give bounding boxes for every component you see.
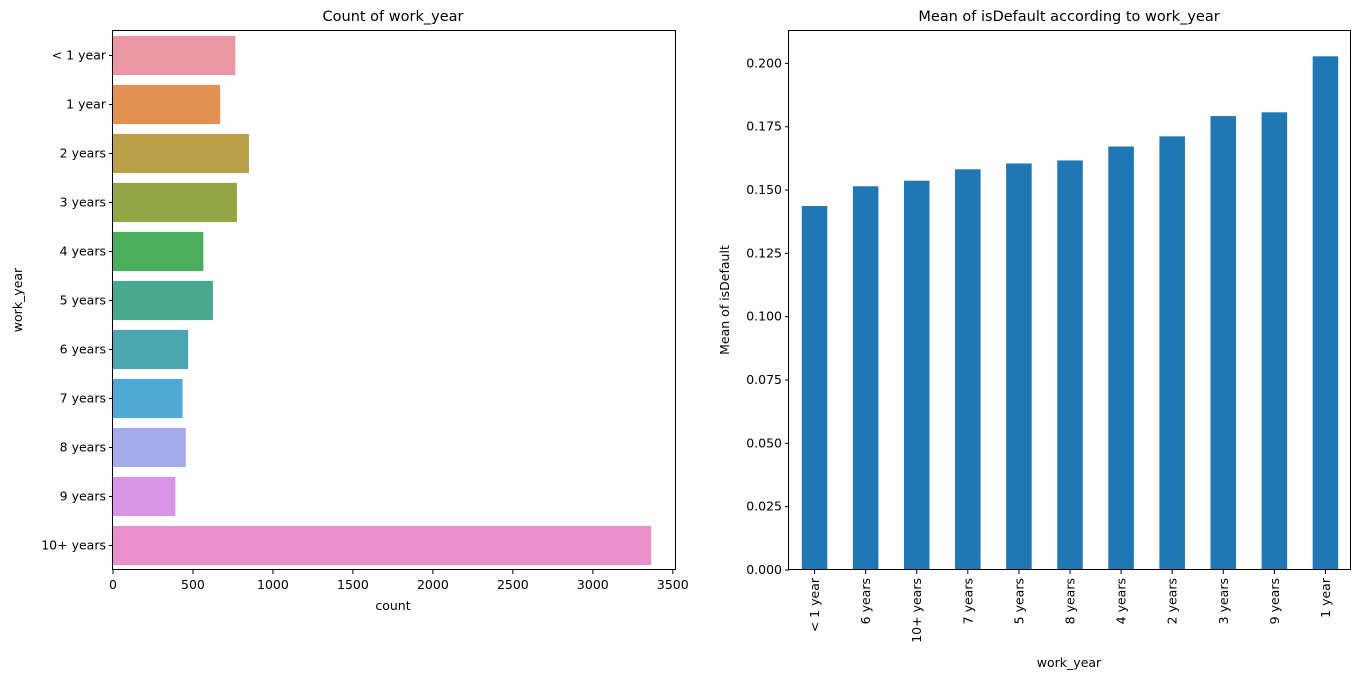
x-tick-label: 7 years — [960, 578, 975, 624]
x-tick-label: 3 years — [1216, 578, 1231, 624]
y-tick-label: 0.050 — [746, 435, 782, 450]
x-tick-label: 1000 — [257, 577, 289, 592]
count-chart: Count of work_year work_year count < 1 y… — [10, 9, 689, 613]
bar-1-year — [801, 206, 828, 571]
bar-4-years — [1108, 146, 1134, 570]
y-tick-label: 2 years — [60, 146, 106, 161]
bar-3-years — [113, 182, 237, 223]
bar-7-years — [955, 169, 981, 570]
bar-10-years — [113, 525, 652, 566]
bar-9-years — [113, 476, 176, 517]
x-tick-label: 2000 — [417, 577, 449, 592]
mean-chart-frame — [788, 30, 1351, 570]
x-tick-label: 9 years — [1267, 578, 1282, 624]
y-tick-label: 0.175 — [746, 119, 782, 134]
mean-chart-ylabel: Mean of isDefault — [717, 245, 732, 355]
y-tick-label: 0.100 — [746, 309, 782, 324]
x-tick-label: 5 years — [1011, 578, 1026, 624]
count-chart-xlabel: count — [375, 598, 410, 613]
y-tick-label: 0.025 — [746, 499, 782, 514]
x-tick-label: 500 — [181, 577, 205, 592]
bar-7-years — [113, 378, 183, 419]
bar-1-year — [113, 35, 236, 76]
bar-1-year — [1312, 56, 1339, 570]
count-chart-ylabel: work_year — [10, 267, 25, 332]
y-tick-label: 9 years — [60, 489, 106, 504]
bar-2-years — [113, 133, 249, 174]
mean-chart-title: Mean of isDefault according to work_year — [918, 9, 1219, 25]
y-tick-label: 10+ years — [41, 538, 106, 553]
y-tick-label: 0.075 — [746, 372, 782, 387]
bar-3-years — [1210, 116, 1237, 571]
y-tick-label: 6 years — [60, 342, 106, 357]
x-tick-label: 4 years — [1114, 578, 1129, 624]
y-tick-label: 0.000 — [746, 562, 782, 577]
x-tick-label: 2500 — [497, 577, 529, 592]
y-tick-label: 4 years — [60, 244, 106, 259]
y-tick-label: 0.125 — [746, 245, 782, 260]
x-tick-label: 2 years — [1165, 578, 1180, 624]
bar-6-years — [852, 186, 879, 570]
y-tick-label: 5 years — [60, 293, 106, 308]
bar-10-years — [903, 180, 930, 570]
bar-5-years — [1006, 163, 1032, 570]
x-tick-label: < 1 year — [807, 577, 822, 632]
x-tick-label: 3500 — [657, 577, 689, 592]
mean-chart-y-ticks: 0.000 0.025 0.050 0.075 0.100 0.125 0.150 0.175… — [746, 55, 789, 577]
bar-5-years — [113, 280, 213, 321]
y-tick-label: 7 years — [60, 391, 106, 406]
bar-8-years — [113, 427, 186, 468]
bar-4-years — [113, 231, 204, 272]
mean-chart-bars — [801, 56, 1339, 571]
y-tick-label: 0.200 — [746, 55, 782, 70]
y-tick-label: 1 year — [66, 97, 107, 112]
count-chart-bars — [113, 35, 652, 566]
mean-chart: Mean of isDefault according to work_year… — [717, 9, 1351, 670]
y-tick-label: 0.150 — [746, 182, 782, 197]
x-tick-label: 8 years — [1063, 578, 1078, 624]
x-tick-label: 1500 — [337, 577, 369, 592]
y-tick-label: 3 years — [60, 195, 106, 210]
count-chart-frame — [112, 30, 676, 570]
x-tick-label: 3000 — [577, 577, 609, 592]
mean-chart-x-ticks: < 1 year 6 years 10+ years 7 years 5 years 8 … — [807, 570, 1333, 643]
x-tick-label: 6 years — [858, 578, 873, 624]
bar-9-years — [1261, 112, 1288, 571]
bar-2-years — [1159, 136, 1185, 571]
count-chart-x-ticks: 0 500 1000 1500 2000 2500 3000 3500 — [109, 570, 689, 592]
count-chart-title: Count of work_year — [323, 9, 464, 25]
x-tick-label: 10+ years — [909, 578, 924, 643]
mean-chart-xlabel: work_year — [1037, 655, 1102, 670]
bar-8-years — [1057, 160, 1083, 571]
x-tick-label: 1 year — [1318, 577, 1333, 618]
x-tick-label: 0 — [109, 577, 117, 592]
y-tick-label: 8 years — [60, 440, 106, 455]
bar-6-years — [113, 329, 189, 370]
y-tick-label: < 1 year — [52, 48, 107, 63]
count-chart-y-ticks: < 1 year 1 year 2 years 3 years 4 years 5 yea… — [41, 48, 113, 553]
bar-1-year — [113, 84, 221, 125]
